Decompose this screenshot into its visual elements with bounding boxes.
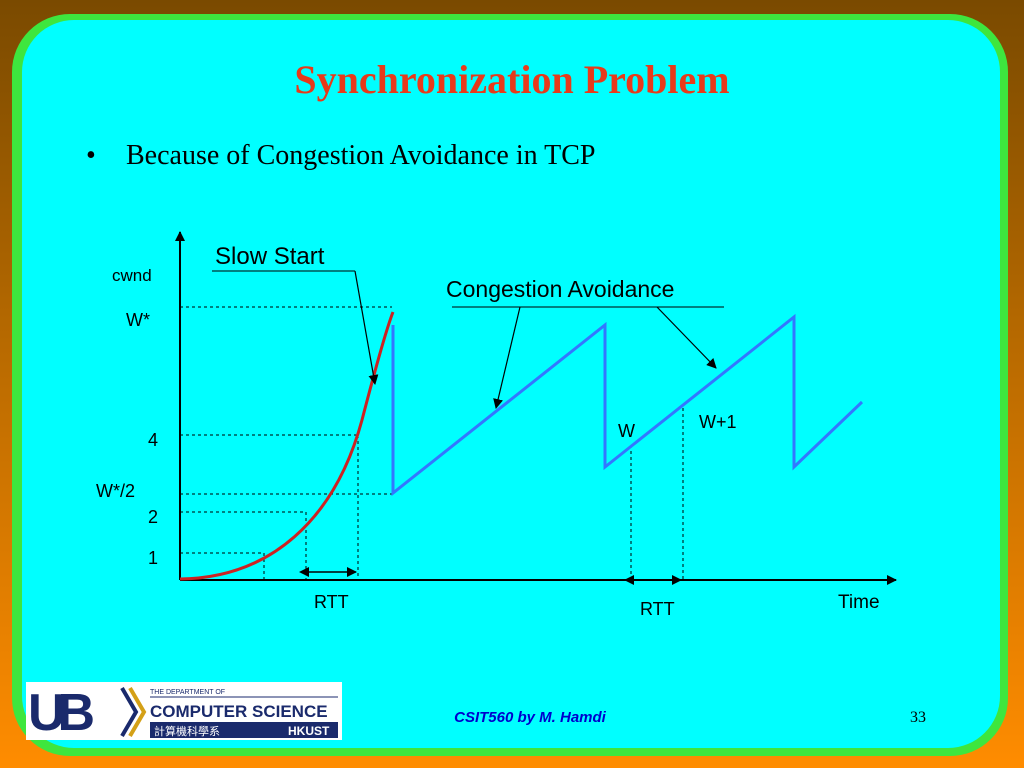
label-two: 2 bbox=[148, 507, 158, 527]
label-w: W bbox=[618, 421, 635, 441]
label-w-star-half: W*/2 bbox=[96, 481, 135, 501]
slow-start-label: Slow Start bbox=[215, 243, 325, 270]
logo-chinese: 計算機科學系 bbox=[154, 724, 220, 738]
congestion-avoidance-label: Congestion Avoidance bbox=[446, 276, 674, 302]
bullet-marker: • bbox=[86, 140, 96, 171]
x-axis-label: Time bbox=[838, 592, 880, 613]
logo-dept-small: THE DEPARTMENT OF bbox=[150, 689, 225, 696]
slide-background bbox=[22, 20, 1000, 748]
logo-dept-name: COMPUTER SCIENCE bbox=[150, 702, 328, 721]
slow-start-pointer bbox=[354, 270, 379, 385]
slow-start-curve bbox=[179, 311, 395, 581]
department-logo: UB THE DEPARTMENT OF COMPUTER SCIENCE 計算… bbox=[26, 682, 342, 740]
footer-text: CSIT560 by M. Hamdi bbox=[454, 709, 606, 726]
logo-school: HKUST bbox=[288, 724, 330, 738]
ca-pointer-right bbox=[656, 306, 717, 369]
label-one: 1 bbox=[148, 548, 158, 568]
logo-ub: UB bbox=[28, 684, 94, 740]
congestion-window-line bbox=[391, 313, 864, 497]
y-axis-label: cwnd bbox=[112, 266, 152, 285]
label-w-star: W* bbox=[126, 310, 150, 330]
logo-stripe-icon bbox=[120, 686, 147, 738]
label-four: 4 bbox=[148, 430, 158, 450]
ca-pointer-left bbox=[493, 306, 521, 409]
label-w-plus-1: W+1 bbox=[699, 412, 737, 432]
logo-graphic: UB THE DEPARTMENT OF COMPUTER SCIENCE 計算… bbox=[26, 682, 342, 740]
label-rtt-right: RTT bbox=[640, 599, 675, 619]
page-number: 33 bbox=[910, 709, 926, 726]
bullet-text: Because of Congestion Avoidance in TCP bbox=[126, 140, 596, 171]
label-rtt-left: RTT bbox=[314, 592, 349, 612]
slide-title: Synchronization Problem bbox=[294, 57, 730, 102]
